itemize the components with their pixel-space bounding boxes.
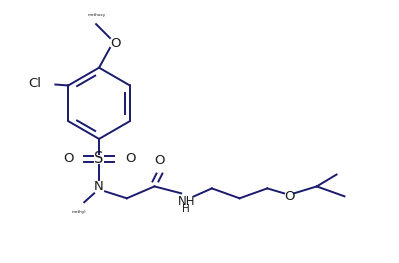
Text: Cl: Cl <box>28 77 41 90</box>
Text: N: N <box>94 180 104 193</box>
Text: NH: NH <box>178 195 195 208</box>
Text: O: O <box>154 154 165 167</box>
Text: O: O <box>125 152 135 165</box>
Text: S: S <box>95 151 104 166</box>
Text: methoxy: methoxy <box>88 13 106 17</box>
Text: O: O <box>111 37 121 50</box>
Text: O: O <box>284 190 294 203</box>
Text: O: O <box>63 152 73 165</box>
Text: H: H <box>182 204 190 214</box>
Text: methyl: methyl <box>72 210 87 214</box>
